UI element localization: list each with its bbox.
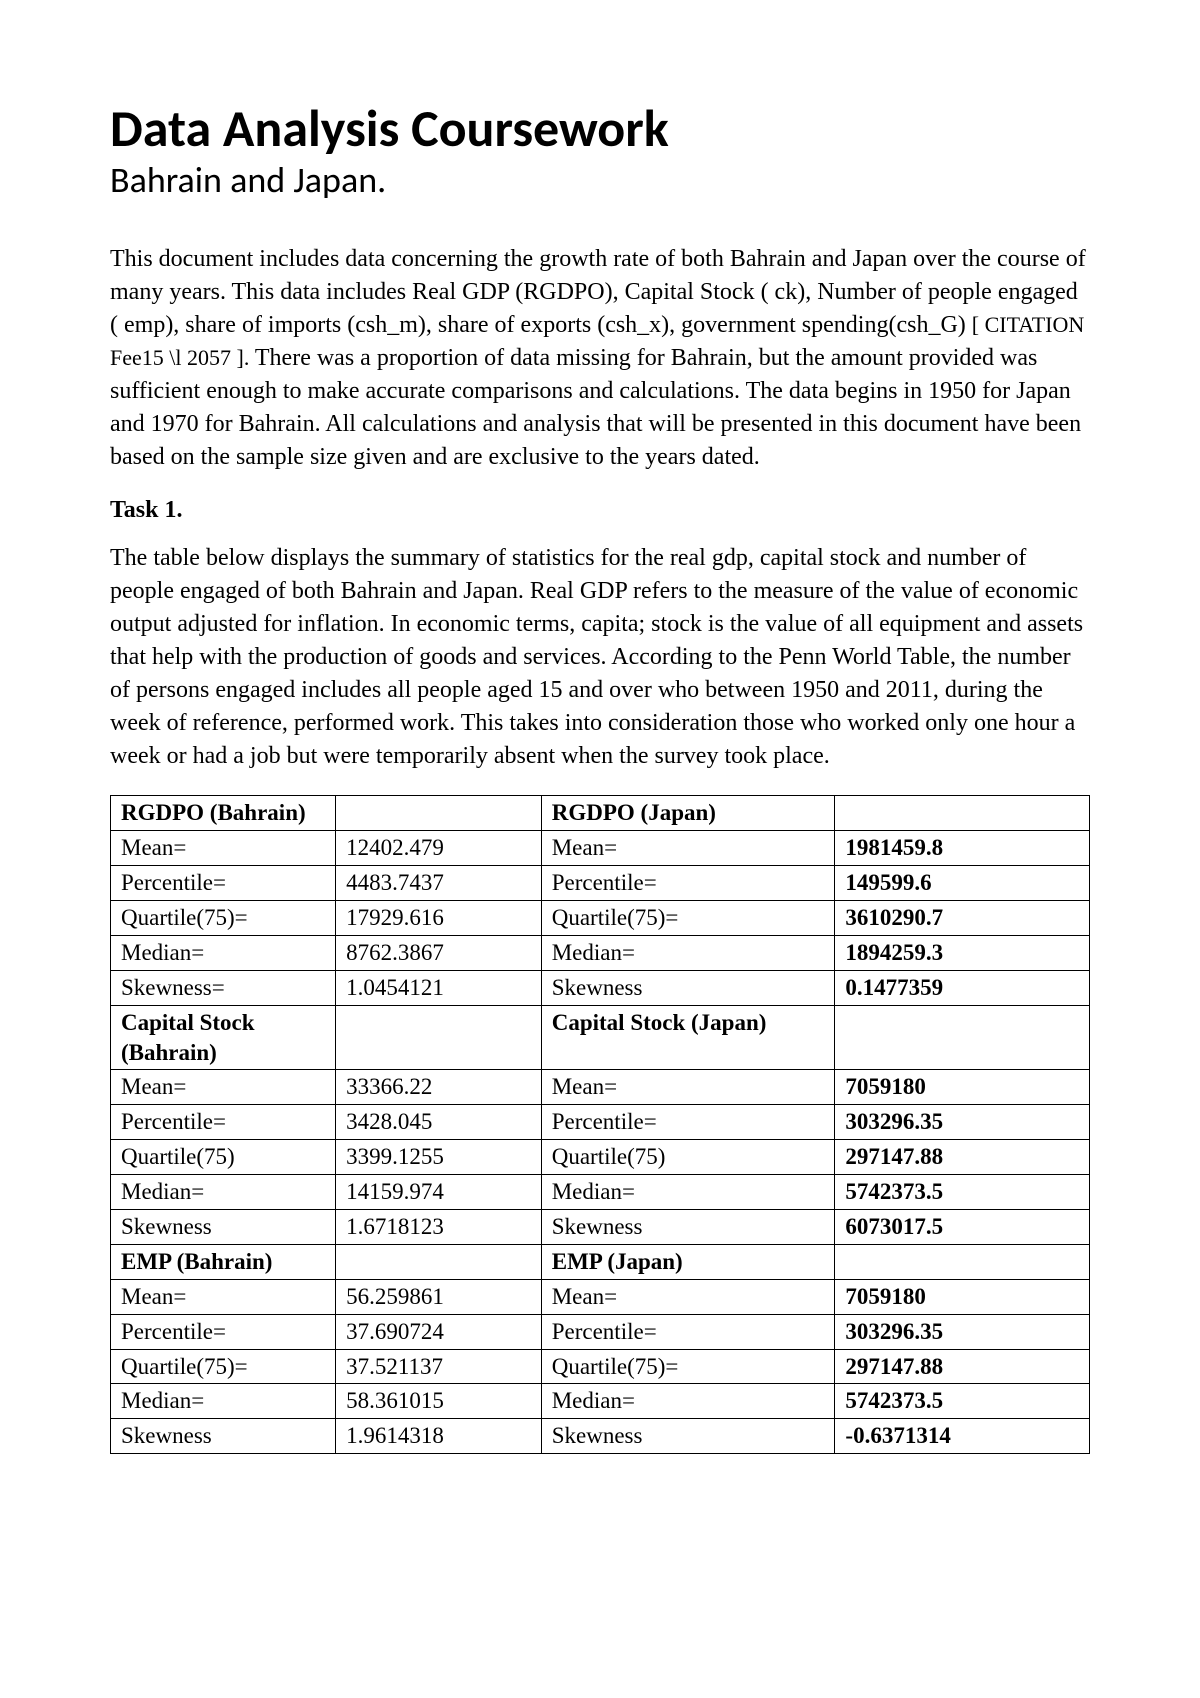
- header-capital-japan: Capital Stock (Japan): [541, 1005, 835, 1070]
- empty-cell: [336, 1244, 542, 1279]
- stat-value: 3399.1255: [336, 1140, 542, 1175]
- stat-value: 303296.35: [835, 1314, 1090, 1349]
- empty-cell: [336, 796, 542, 831]
- stat-value: 0.1477359: [835, 970, 1090, 1005]
- table-row: Quartile(75) 3399.1255 Quartile(75) 2971…: [111, 1140, 1090, 1175]
- stat-value: 8762.3867: [336, 935, 542, 970]
- stat-value: 303296.35: [835, 1105, 1090, 1140]
- stat-value: 1894259.3: [835, 935, 1090, 970]
- stat-value: 6073017.5: [835, 1210, 1090, 1245]
- stat-label: Skewness: [111, 1419, 336, 1454]
- stat-value: 4483.7437: [336, 866, 542, 901]
- stat-label: Mean=: [541, 1070, 835, 1105]
- table-row: Median= 8762.3867 Median= 1894259.3: [111, 935, 1090, 970]
- intro-text: This document includes data concerning t…: [110, 246, 1086, 338]
- stat-value: 149599.6: [835, 866, 1090, 901]
- table-row: Percentile= 37.690724 Percentile= 303296…: [111, 1314, 1090, 1349]
- stat-value: 1981459.8: [835, 831, 1090, 866]
- statistics-table: RGDPO (Bahrain) RGDPO (Japan) Mean= 1240…: [110, 795, 1090, 1454]
- stat-value: 14159.974: [336, 1175, 542, 1210]
- stat-label: Median=: [111, 1384, 336, 1419]
- table-row: Mean= 33366.22 Mean= 7059180: [111, 1070, 1090, 1105]
- stat-value: 1.6718123: [336, 1210, 542, 1245]
- stat-label: Skewness: [111, 1210, 336, 1245]
- table-row: EMP (Bahrain) EMP (Japan): [111, 1244, 1090, 1279]
- table-row: Capital Stock (Bahrain) Capital Stock (J…: [111, 1005, 1090, 1070]
- stat-label: Quartile(75)=: [541, 900, 835, 935]
- table-row: Percentile= 3428.045 Percentile= 303296.…: [111, 1105, 1090, 1140]
- table-row: Percentile= 4483.7437 Percentile= 149599…: [111, 866, 1090, 901]
- stat-value: 7059180: [835, 1070, 1090, 1105]
- stat-value: 5742373.5: [835, 1384, 1090, 1419]
- stat-value: 3610290.7: [835, 900, 1090, 935]
- stat-label: Median=: [111, 935, 336, 970]
- empty-cell: [835, 1244, 1090, 1279]
- table-row: Skewness 1.9614318 Skewness -0.6371314: [111, 1419, 1090, 1454]
- empty-cell: [336, 1005, 542, 1070]
- stat-value: -0.6371314: [835, 1419, 1090, 1454]
- table-row: Median= 14159.974 Median= 5742373.5: [111, 1175, 1090, 1210]
- stat-value: 3428.045: [336, 1105, 542, 1140]
- stat-label: Skewness=: [111, 970, 336, 1005]
- stat-value: 7059180: [835, 1279, 1090, 1314]
- header-rgdpo-bahrain: RGDPO (Bahrain): [111, 796, 336, 831]
- stat-label: Median=: [111, 1175, 336, 1210]
- stat-value: 12402.479: [336, 831, 542, 866]
- stat-label: Skewness: [541, 970, 835, 1005]
- stat-value: 1.9614318: [336, 1419, 542, 1454]
- table-row: Median= 58.361015 Median= 5742373.5: [111, 1384, 1090, 1419]
- stat-label: Mean=: [111, 1279, 336, 1314]
- header-emp-japan: EMP (Japan): [541, 1244, 835, 1279]
- header-emp-bahrain: EMP (Bahrain): [111, 1244, 336, 1279]
- stat-value: 297147.88: [835, 1140, 1090, 1175]
- stat-label: Quartile(75)=: [541, 1349, 835, 1384]
- table-row: Skewness 1.6718123 Skewness 6073017.5: [111, 1210, 1090, 1245]
- stat-label: Mean=: [541, 1279, 835, 1314]
- stat-label: Median=: [541, 1175, 835, 1210]
- stat-label: Percentile=: [111, 1105, 336, 1140]
- stat-label: Skewness: [541, 1210, 835, 1245]
- page-title: Data Analysis Coursework: [110, 100, 1090, 157]
- intro-paragraph: This document includes data concerning t…: [110, 243, 1090, 475]
- stat-label: Median=: [541, 1384, 835, 1419]
- stat-label: Percentile=: [111, 1314, 336, 1349]
- stat-label: Quartile(75)=: [111, 1349, 336, 1384]
- stat-value: 33366.22: [336, 1070, 542, 1105]
- header-capital-bahrain: Capital Stock (Bahrain): [111, 1005, 336, 1070]
- table-row: Mean= 12402.479 Mean= 1981459.8: [111, 831, 1090, 866]
- stat-label: Quartile(75): [111, 1140, 336, 1175]
- stat-label: Percentile=: [111, 866, 336, 901]
- stat-label: Quartile(75): [541, 1140, 835, 1175]
- header-rgdpo-japan: RGDPO (Japan): [541, 796, 835, 831]
- stat-value: 58.361015: [336, 1384, 542, 1419]
- stat-value: 1.0454121: [336, 970, 542, 1005]
- stat-label: Percentile=: [541, 1105, 835, 1140]
- empty-cell: [835, 796, 1090, 831]
- stat-label: Quartile(75)=: [111, 900, 336, 935]
- intro-tail-text: There was a proportion of data missing f…: [110, 345, 1081, 470]
- document-page: Data Analysis Coursework Bahrain and Jap…: [0, 0, 1200, 1698]
- task-heading: Task 1.: [110, 497, 1090, 524]
- table-row: Quartile(75)= 37.521137 Quartile(75)= 29…: [111, 1349, 1090, 1384]
- stat-label: Median=: [541, 935, 835, 970]
- table-row: Mean= 56.259861 Mean= 7059180: [111, 1279, 1090, 1314]
- table-row: Skewness= 1.0454121 Skewness 0.1477359: [111, 970, 1090, 1005]
- table-row: RGDPO (Bahrain) RGDPO (Japan): [111, 796, 1090, 831]
- stat-label: Percentile=: [541, 866, 835, 901]
- stat-value: 37.690724: [336, 1314, 542, 1349]
- task-body: The table below displays the summary of …: [110, 542, 1090, 774]
- empty-cell: [835, 1005, 1090, 1070]
- stat-value: 17929.616: [336, 900, 542, 935]
- stat-label: Percentile=: [541, 1314, 835, 1349]
- stat-value: 297147.88: [835, 1349, 1090, 1384]
- stat-value: 56.259861: [336, 1279, 542, 1314]
- table-row: Quartile(75)= 17929.616 Quartile(75)= 36…: [111, 900, 1090, 935]
- stat-label: Mean=: [111, 1070, 336, 1105]
- stat-value: 5742373.5: [835, 1175, 1090, 1210]
- stat-value: 37.521137: [336, 1349, 542, 1384]
- stat-label: Mean=: [111, 831, 336, 866]
- page-subtitle: Bahrain and Japan.: [110, 161, 1090, 201]
- stat-label: Mean=: [541, 831, 835, 866]
- stat-label: Skewness: [541, 1419, 835, 1454]
